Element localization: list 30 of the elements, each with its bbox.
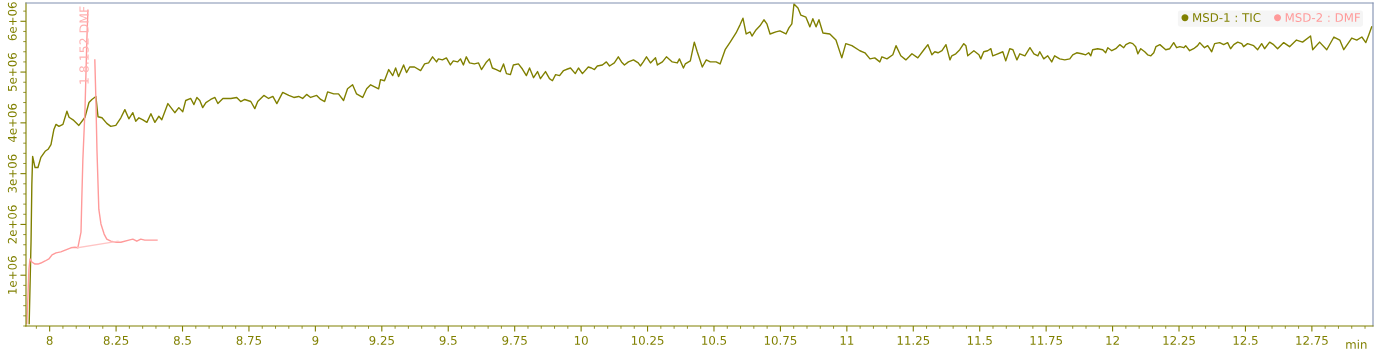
x-tick-label: 9.5 <box>439 335 457 345</box>
y-tick-label: 6e+06 <box>7 2 17 41</box>
x-tick-label: 12.75 <box>1296 335 1328 345</box>
x-tick-label: 12.25 <box>1163 335 1195 345</box>
y-tick-label: 4e+06 <box>7 103 17 143</box>
x-tick-label: 12 <box>1106 335 1119 345</box>
legend-label: MSD-1 : TIC <box>1193 13 1261 23</box>
x-tick-label: 10.75 <box>764 335 797 345</box>
x-tick-label: 10.25 <box>631 335 664 345</box>
x-tick-label: 12.5 <box>1233 335 1258 345</box>
y-tick-label: 1e+06 <box>7 256 17 294</box>
x-tick-label: 9.25 <box>369 335 394 345</box>
x-tick-label: 8 <box>46 335 53 345</box>
x-tick-label: 11.25 <box>897 335 930 345</box>
x-tick-label: 11 <box>840 336 854 345</box>
x-tick-label: 10 <box>574 335 588 345</box>
x-tick-label: 9.75 <box>502 335 527 345</box>
y-tick-label: 2e+06 <box>7 205 17 244</box>
x-tick-label: 8.5 <box>173 335 191 345</box>
y-tick-label: 3e+06 <box>7 154 17 193</box>
x-tick-label: 8.25 <box>103 335 129 345</box>
x-tick-label: 10.5 <box>702 335 727 345</box>
x-tick-label: 11.5 <box>967 336 992 345</box>
x-tick-label: 8.75 <box>236 335 262 345</box>
x-axis-title: min <box>1346 339 1367 349</box>
y-tick-label: 5e+06 <box>7 52 17 91</box>
x-tick-label: 9 <box>312 335 319 345</box>
annotation: 1 8.152 DMF <box>79 6 89 84</box>
x-tick-label: 11.75 <box>1030 336 1063 345</box>
legend-label: MSD-2 : DMF <box>1285 13 1361 23</box>
